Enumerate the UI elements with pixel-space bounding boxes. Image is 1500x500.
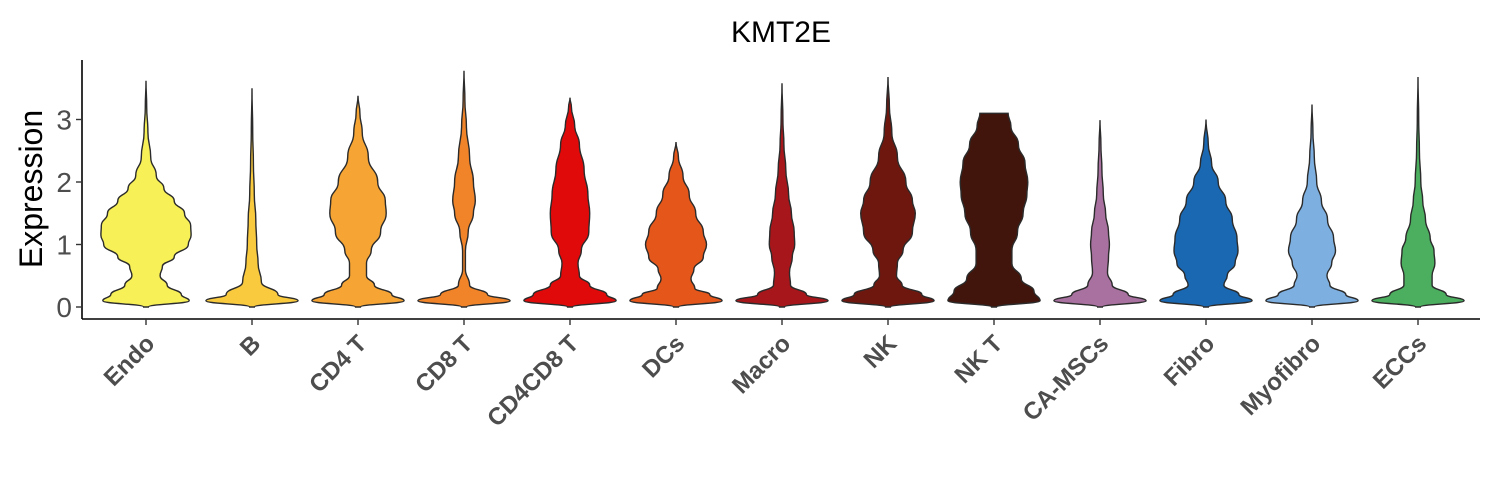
violin-nk-t: [947, 112, 1041, 308]
x-tick-label: CD8 T: [410, 330, 478, 398]
x-tick-label: ECCs: [1368, 330, 1432, 394]
violin-cd8-t: [417, 70, 511, 308]
violin-nk: [841, 76, 935, 308]
violin-cd4cd8-t: [523, 97, 617, 308]
x-axis: Endo B CD4 T CD8 T CD4CD8 T DCs Macro NK NK T CA-…: [82, 318, 1480, 432]
y-axis-label: Expression: [13, 110, 49, 268]
x-tick-label: CD4 T: [304, 330, 372, 398]
violin-group: [100, 70, 1465, 308]
violin-fibro: [1159, 119, 1253, 308]
x-tick-label: Myofibro: [1236, 330, 1327, 421]
y-axis: 0 1 2 3: [56, 60, 83, 323]
violin-endo: [100, 80, 192, 308]
x-tick-label: B: [235, 330, 266, 361]
violin-dcs: [629, 141, 723, 308]
y-tick-label: 1: [56, 230, 72, 261]
violin-ca-mscs: [1053, 120, 1147, 308]
x-tick-label: Endo: [99, 330, 161, 392]
y-tick-label: 0: [56, 292, 72, 323]
x-tick-label: Fibro: [1159, 330, 1221, 392]
violin-myofibro: [1265, 104, 1359, 308]
x-tick-label: CD4CD8 T: [482, 330, 584, 432]
violin-eccs: [1371, 76, 1465, 308]
x-tick-label: CA-MSCs: [1018, 330, 1114, 426]
x-tick-label: DCs: [637, 330, 690, 383]
violin-macro: [735, 83, 829, 308]
y-tick-label: 3: [56, 105, 72, 136]
x-tick-label: Macro: [727, 330, 796, 399]
x-tick-label: NK T: [950, 330, 1009, 389]
violin-cd4-t: [311, 95, 405, 308]
x-tick-label: NK: [859, 330, 903, 374]
chart-title: KMT2E: [731, 16, 831, 49]
y-tick-label: 2: [56, 167, 72, 198]
violin-b: [205, 88, 299, 308]
